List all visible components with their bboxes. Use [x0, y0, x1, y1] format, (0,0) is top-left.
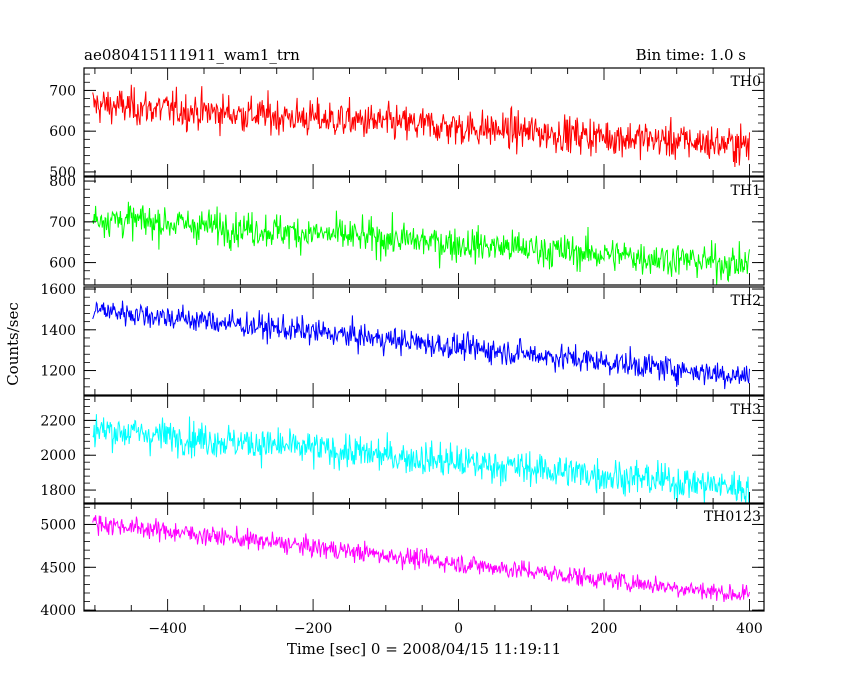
y-tick-label: 1600 [40, 282, 76, 298]
series-th3 [92, 414, 750, 505]
y-tick-label: 700 [49, 215, 76, 231]
y-axis-label: Counts/sec [4, 302, 22, 386]
series-th1 [92, 201, 750, 285]
x-tick-label: −400 [148, 621, 186, 637]
y-tick-label: 1200 [40, 364, 76, 380]
y-tick-label: 600 [49, 124, 76, 140]
x-tick-label: 400 [736, 621, 763, 637]
y-tick-label: 5000 [40, 517, 76, 533]
series-th2 [92, 300, 750, 390]
x-tick-label: 200 [591, 621, 618, 637]
y-tick-label: 1400 [40, 323, 76, 339]
panel-frame [83, 286, 765, 396]
y-tick-label: 2000 [40, 448, 76, 464]
panel-th1: 600 700 800 TH1 [49, 174, 765, 286]
panel-label-th3: TH3 [731, 402, 761, 418]
chart-title: ae080415111911_wam1_trn [84, 46, 300, 64]
y-tick-label: 600 [49, 256, 76, 272]
y-tick-label: 500 [49, 165, 76, 181]
series-th0123 [92, 515, 750, 602]
bin-time-label: Bin time: 1.0 s [636, 46, 746, 64]
panel-label-th0123: TH0123 [704, 509, 761, 525]
panel-frame [83, 176, 765, 286]
panel-frame [83, 395, 765, 505]
y-tick-label: 1800 [40, 483, 76, 499]
y-tick-label: 800 [49, 174, 76, 190]
x-tick-label: 0 [454, 621, 463, 637]
panel-frame [83, 67, 765, 177]
y-tick-label: 4500 [40, 560, 76, 576]
panel-th2: 1200 1400 1600 TH2 [40, 282, 765, 396]
series-th0 [92, 84, 750, 168]
x-axis: −400 −200 0 200 400 [148, 621, 762, 637]
x-axis-label: Time [sec] 0 = 2008/04/15 11:19:11 [287, 640, 561, 658]
panel-th0: 500 600 700 TH0 [49, 67, 765, 181]
panel-th0123: 4000 4500 5000 TH0123 [40, 502, 765, 619]
panel-label-th0: TH0 [731, 74, 761, 90]
x-tick-label: −200 [294, 621, 332, 637]
panel-frame [83, 502, 765, 612]
panels-group: 500600700TH0600700800TH1120014001600TH21… [40, 67, 765, 619]
panel-th3: 1800 2000 2200 TH3 [40, 395, 765, 505]
y-tick-label: 4000 [40, 603, 76, 619]
panel-label-th1: TH1 [731, 183, 761, 199]
y-tick-label: 700 [49, 83, 76, 99]
y-tick-label: 2200 [40, 413, 76, 429]
panel-label-th2: TH2 [731, 293, 761, 309]
